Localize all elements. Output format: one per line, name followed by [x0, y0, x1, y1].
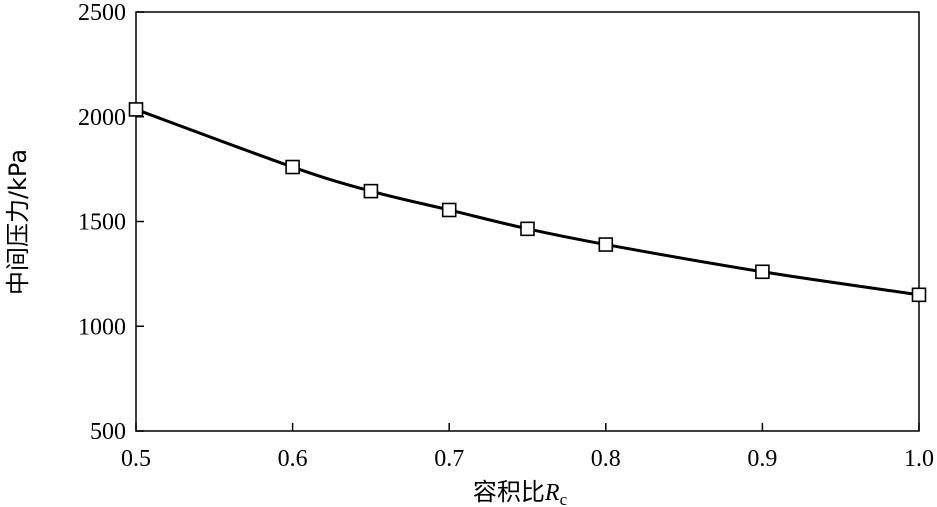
x-tick-label: 0.5: [121, 446, 151, 472]
data-point-marker: [911, 287, 927, 303]
data-point-marker: [755, 264, 770, 280]
x-tick-label: 1.0: [904, 446, 934, 472]
x-axis-ticks: 0.5 0.6 0.7 0.8 0.9 1.0: [121, 423, 934, 472]
y-tick-label: 1500: [78, 210, 126, 236]
series-markers: [128, 102, 927, 303]
data-point-marker: [285, 159, 300, 175]
x-axis-title: 容积比Rc: [473, 478, 568, 507]
y-tick-label: 2000: [78, 105, 126, 131]
y-tick-label: 500: [90, 419, 126, 445]
x-tick-label: 0.9: [747, 446, 777, 472]
y-axis-ticks: 500 1000 1500 2000 2500: [78, 0, 144, 445]
series-line: [135, 108, 920, 297]
x-tick-label: 0.8: [591, 446, 621, 472]
y-tick-label: 1000: [78, 314, 126, 340]
data-point-marker: [128, 102, 144, 117]
x-tick-label: 0.7: [434, 446, 464, 472]
data-point-marker: [520, 221, 535, 237]
x-tick-label: 0.6: [278, 446, 308, 472]
data-point-marker: [598, 237, 614, 252]
data-point-marker: [363, 183, 379, 199]
y-tick-label: 2500: [78, 0, 126, 26]
y-axis-title: 中间压力/kPa: [4, 149, 32, 295]
plot-frame: [135, 11, 920, 432]
data-point-marker: [441, 202, 457, 218]
